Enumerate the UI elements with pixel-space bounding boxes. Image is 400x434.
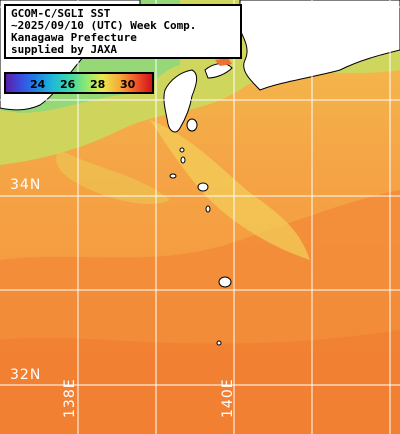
lon-label-140e: 140E bbox=[220, 378, 236, 418]
title-line-1: GCOM-C/SGLI SST bbox=[11, 7, 111, 20]
lat-label-34n: 34N bbox=[10, 177, 42, 193]
island-shikinejima bbox=[169, 173, 177, 179]
warmest-water-region bbox=[0, 330, 400, 434]
island-oshima bbox=[186, 118, 198, 132]
colorbar-tick-30: 30 bbox=[120, 78, 136, 91]
island-hachijojima bbox=[218, 276, 232, 288]
intermediate-water-tongue bbox=[150, 120, 310, 260]
island-miyakejima bbox=[197, 182, 209, 192]
colorbar-tick-24: 24 bbox=[30, 78, 46, 91]
island-toshima bbox=[179, 147, 185, 153]
title-line-3: Kanagawa Prefecture bbox=[11, 31, 137, 44]
land-boso-kanagawa bbox=[239, 0, 400, 91]
island-aogashima bbox=[216, 340, 222, 346]
land-miura bbox=[204, 63, 233, 79]
land-coastal-patch bbox=[215, 58, 232, 66]
island-niijima bbox=[180, 156, 186, 164]
title-line-2: ~2025/09/10 (UTC) Week Comp. bbox=[11, 19, 197, 32]
colorbar-tick-28: 28 bbox=[90, 78, 106, 91]
colorbar: 24 26 28 30 bbox=[4, 72, 154, 94]
lat-label-32n: 32N bbox=[10, 367, 42, 383]
title-box: GCOM-C/SGLI SST ~2025/09/10 (UTC) Week C… bbox=[4, 4, 242, 59]
island-mikurajima bbox=[205, 205, 211, 213]
title-line-4: supplied by JAXA bbox=[11, 43, 117, 56]
lon-label-138e: 138E bbox=[62, 378, 78, 418]
intermediate-water-patch bbox=[56, 150, 170, 205]
land-izu-peninsula bbox=[163, 69, 198, 133]
colorbar-tick-26: 26 bbox=[60, 78, 76, 91]
